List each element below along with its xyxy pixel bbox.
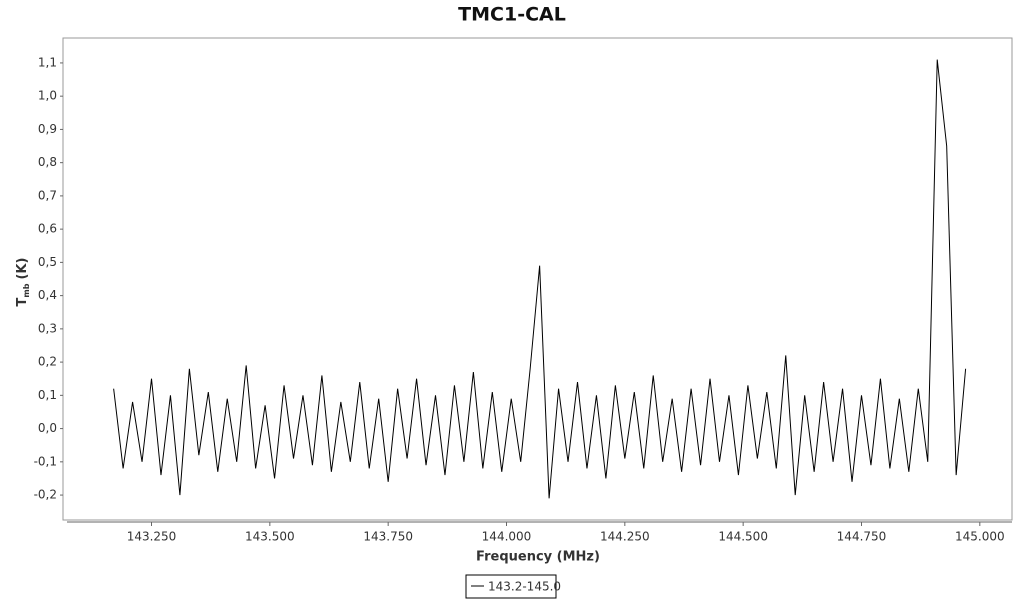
y-tick-label: 0,3 bbox=[38, 321, 57, 335]
y-tick-label: 0,4 bbox=[38, 288, 57, 302]
x-tick-label: 144.000 bbox=[482, 530, 532, 544]
spectrum-line bbox=[113, 59, 967, 499]
x-axis-label: Frequency (MHz) bbox=[476, 550, 600, 565]
y-tick-label: 0,1 bbox=[38, 388, 57, 402]
y-tick-label: 0,0 bbox=[38, 421, 57, 435]
y-tick-label: 0,9 bbox=[38, 122, 57, 136]
legend-label: 143.2-145.0 bbox=[488, 580, 561, 594]
x-tick-label: 144.500 bbox=[718, 530, 768, 544]
legend-box bbox=[465, 574, 557, 599]
x-tick-label: 144.750 bbox=[837, 530, 887, 544]
y-label-main: T bbox=[15, 297, 30, 306]
y-tick-label: 0,7 bbox=[38, 188, 57, 202]
y-tick-label: 1,1 bbox=[38, 55, 57, 69]
x-tick-label: 143.500 bbox=[245, 530, 295, 544]
x-tick-label: 144.250 bbox=[600, 530, 650, 544]
y-tick-label: -0,2 bbox=[34, 488, 57, 502]
x-tick-label: 143.250 bbox=[127, 530, 177, 544]
y-tick-label: -0,1 bbox=[34, 454, 57, 468]
y-tick-label: 0,6 bbox=[38, 222, 57, 236]
chart-title: TMC1-CAL bbox=[458, 4, 566, 26]
plot-frame bbox=[62, 37, 1013, 521]
y-tick-label: 1,0 bbox=[38, 89, 57, 103]
y-tick-label: 0,8 bbox=[38, 155, 57, 169]
x-tick-label: 145.000 bbox=[955, 530, 1005, 544]
y-tick-label: 0,2 bbox=[38, 355, 57, 369]
y-tick-label: 0,5 bbox=[38, 255, 57, 269]
x-tick-label: 143.750 bbox=[363, 530, 413, 544]
y-label-unit: (K) bbox=[15, 258, 30, 280]
y-label-sub: mb bbox=[22, 283, 31, 297]
y-axis-label: Tmb (K) bbox=[15, 258, 31, 307]
